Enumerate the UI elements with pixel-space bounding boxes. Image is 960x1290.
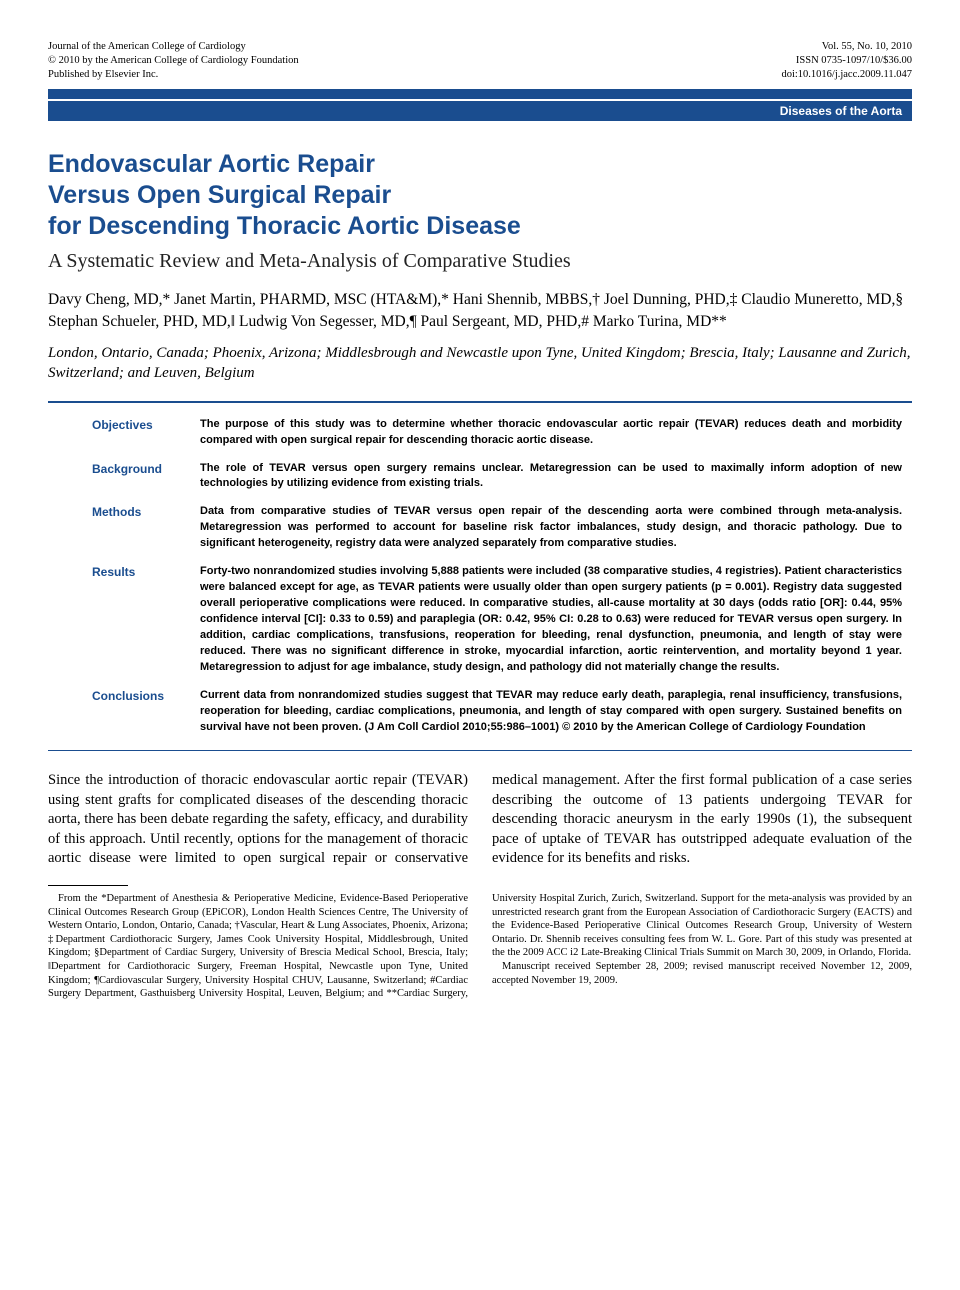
title-line-2: Versus Open Surgical Repair	[48, 181, 391, 209]
author-list: Davy Cheng, MD,* Janet Martin, PHARMD, M…	[48, 289, 912, 332]
article-title: Endovascular Aortic Repair Versus Open S…	[48, 149, 912, 243]
running-header: Journal of the American College of Cardi…	[48, 40, 912, 83]
header-left: Journal of the American College of Cardi…	[48, 40, 299, 83]
structured-abstract: Objectives The purpose of this study was…	[48, 403, 912, 750]
abstract-label: Results	[92, 564, 200, 676]
publisher-line: Published by Elsevier Inc.	[48, 68, 299, 82]
journal-name: Journal of the American College of Cardi…	[48, 40, 299, 54]
abstract-text: The purpose of this study was to determi…	[200, 417, 902, 449]
issn-line: ISSN 0735-1097/10/$36.00	[781, 54, 912, 68]
footnote-separator	[48, 885, 128, 886]
doi-line: doi:10.1016/j.jacc.2009.11.047	[781, 68, 912, 82]
article-category: Diseases of the Aorta	[48, 101, 912, 121]
copyright-line: © 2010 by the American College of Cardio…	[48, 54, 299, 68]
top-color-bar	[48, 89, 912, 99]
footnotes-block: From the *Department of Anesthesia & Per…	[48, 892, 912, 1001]
abstract-text: Forty-two nonrandomized studies involvin…	[200, 564, 902, 676]
rule-below-abstract	[48, 750, 912, 752]
body-paragraph: Since the introduction of thoracic endov…	[48, 771, 912, 869]
abstract-label: Objectives	[92, 417, 200, 449]
abstract-methods-row: Methods Data from comparative studies of…	[92, 504, 902, 552]
abstract-results-row: Results Forty-two nonrandomized studies …	[92, 564, 902, 676]
abstract-label: Methods	[92, 504, 200, 552]
abstract-label: Background	[92, 461, 200, 493]
title-line-1: Endovascular Aortic Repair	[48, 150, 375, 178]
header-right: Vol. 55, No. 10, 2010 ISSN 0735-1097/10/…	[781, 40, 912, 83]
footnote-dates: Manuscript received September 28, 2009; …	[492, 960, 912, 987]
article-subtitle: A Systematic Review and Meta-Analysis of…	[48, 250, 912, 273]
abstract-background-row: Background The role of TEVAR versus open…	[92, 461, 902, 493]
affiliation-locations: London, Ontario, Canada; Phoenix, Arizon…	[48, 343, 912, 384]
abstract-text: The role of TEVAR versus open surgery re…	[200, 461, 902, 493]
abstract-text: Current data from nonrandomized studies …	[200, 688, 902, 736]
abstract-text: Data from comparative studies of TEVAR v…	[200, 504, 902, 552]
abstract-objectives-row: Objectives The purpose of this study was…	[92, 417, 902, 449]
abstract-label: Conclusions	[92, 688, 200, 736]
title-line-3: for Descending Thoracic Aortic Disease	[48, 212, 521, 240]
abstract-conclusions-row: Conclusions Current data from nonrandomi…	[92, 688, 902, 736]
volume-line: Vol. 55, No. 10, 2010	[781, 40, 912, 54]
